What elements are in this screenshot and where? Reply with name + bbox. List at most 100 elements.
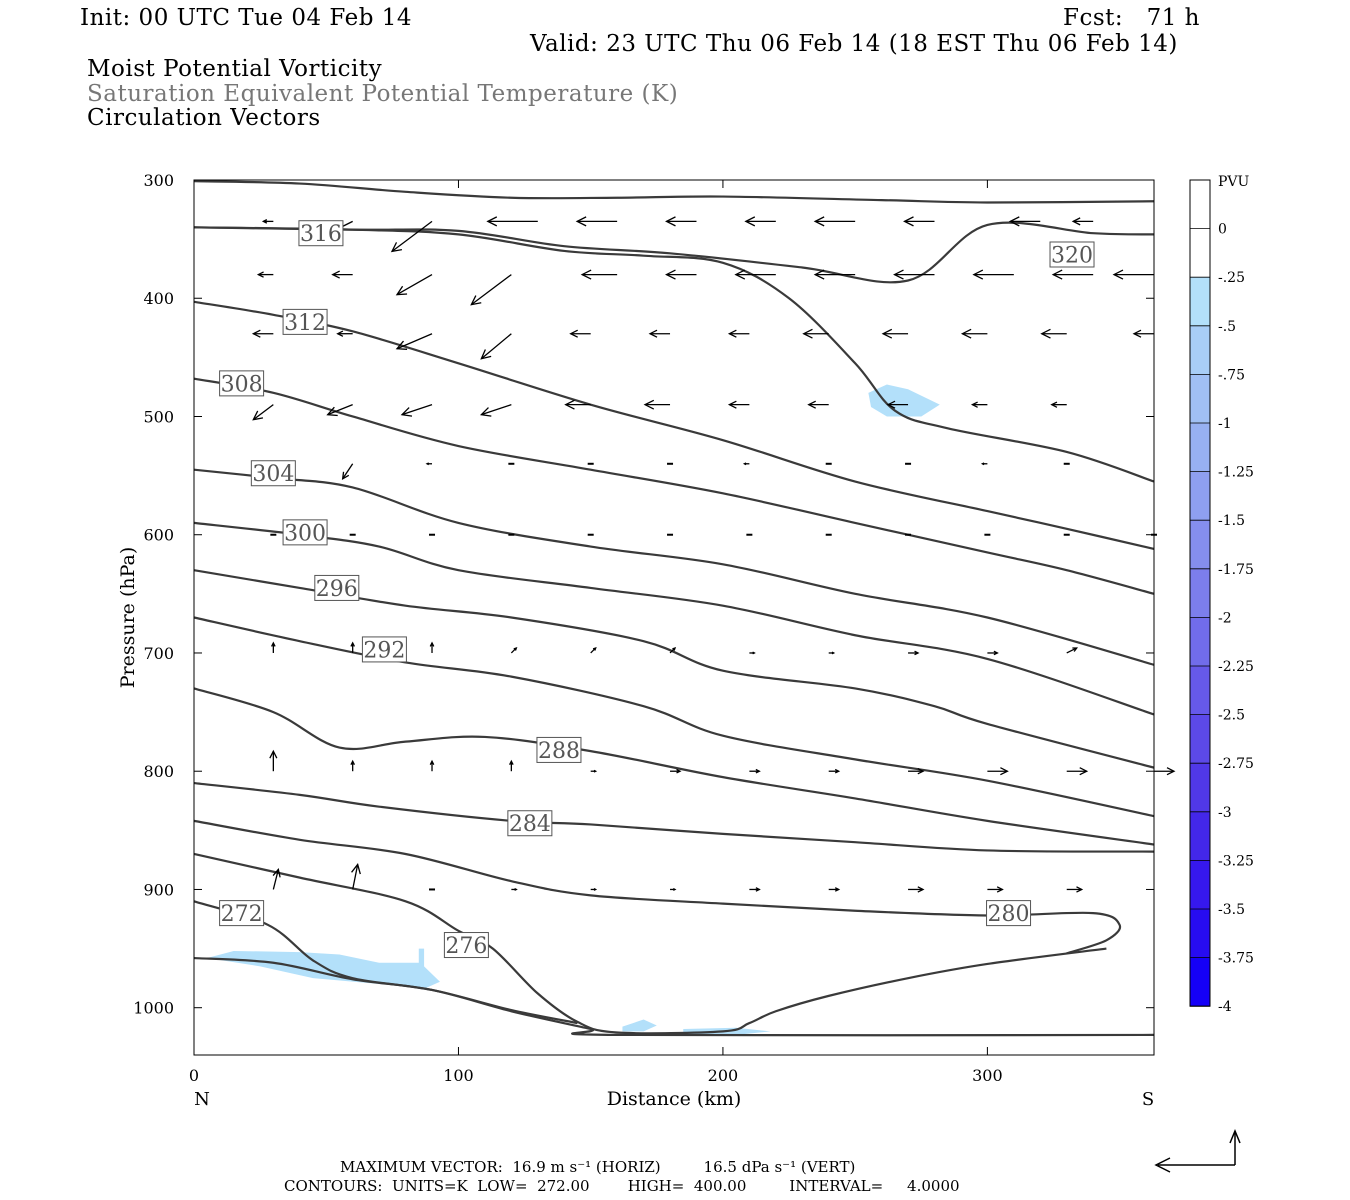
contour-312-3 (193, 300, 1155, 550)
contour-284-10 (193, 781, 1155, 853)
colorbar-segment (1190, 909, 1210, 958)
vector-arrow-head (831, 651, 836, 655)
vector-arrow-head (1079, 767, 1089, 776)
vector-arrow (396, 274, 433, 296)
vector-arrow-head (970, 401, 978, 408)
contour-316-2 (193, 226, 1155, 483)
plot-frame (193, 179, 1155, 1056)
colorbar-segment (1190, 520, 1210, 569)
vector-arrow (352, 864, 359, 890)
reference-vector-icon (1154, 1129, 1241, 1173)
vector-arrow-head (509, 759, 514, 766)
y-tick-label: 800 (143, 762, 174, 781)
footer-max-vector: MAXIMUM VECTOR: 16.9 m s⁻¹ (HORIZ) 16.5 … (340, 1158, 856, 1176)
vector-arrow-head (479, 407, 492, 417)
colorbar-segment (1190, 763, 1210, 812)
field-title-theta-es: Saturation Equivalent Potential Temperat… (87, 81, 679, 107)
contour-304-5 (193, 468, 1155, 666)
colorbar-label: -1.25 (1218, 465, 1254, 481)
vector-arrow-head (326, 406, 338, 417)
x-endpoint-north: N (194, 1089, 210, 1110)
vector-arrow-head (727, 400, 737, 409)
contour-label-box (219, 370, 265, 397)
vector-arrow-head (350, 641, 356, 647)
colorbar-label: -1 (1218, 416, 1232, 432)
contour-label-box (443, 932, 489, 959)
contour-272-14 (193, 956, 1155, 1037)
contour-label-box (250, 460, 296, 487)
vector-arrow-head (514, 888, 518, 891)
vector-arrow-head (886, 400, 896, 409)
contour-label-box (282, 308, 328, 335)
vector-arrow-head (834, 887, 841, 892)
vector-arrow-head (429, 641, 435, 647)
colorbar-label: -.5 (1218, 319, 1236, 335)
vector-arrow (272, 869, 279, 890)
contour-320-0 (193, 180, 1155, 204)
contour-300-6 (193, 521, 1155, 716)
vector-arrow-head (1166, 767, 1176, 776)
contour-label: 284 (509, 812, 551, 837)
vector-arrow-head (580, 269, 592, 280)
vector-arrow-head (1051, 269, 1063, 280)
vector-arrow-head (672, 646, 677, 651)
contour-label: 300 (284, 521, 326, 546)
contour-label-box (314, 574, 360, 601)
vector-arrow-head (252, 410, 264, 421)
vector-arrow-head (350, 759, 356, 766)
colorbar-label: -3.75 (1218, 951, 1254, 967)
vector-arrow-head (272, 868, 281, 878)
vector-arrow-head (331, 270, 340, 279)
vector-arrow (481, 404, 512, 416)
y-tick-label: 600 (143, 526, 174, 545)
vector-arrow-head (564, 399, 575, 410)
colorbar-label: -2.75 (1218, 756, 1254, 772)
vector-arrow-head (251, 329, 261, 338)
x-tick-label: 200 (708, 1066, 739, 1085)
colorbar-segment (1190, 180, 1210, 229)
vector-arrow-head (395, 340, 408, 350)
vector-arrow-head (1040, 328, 1051, 339)
vector-arrow-head (1071, 217, 1081, 226)
vector-arrow-head (1050, 401, 1058, 408)
vector-arrow-head (1076, 886, 1084, 893)
vector-arrow-head (351, 863, 361, 875)
vector-arrow-head (742, 462, 747, 466)
vector-arrow-head (755, 887, 761, 892)
forecast-hour: Fcst: 71 h (1063, 5, 1200, 31)
contour-308-4 (193, 377, 1155, 595)
colorbar-segment (1190, 423, 1210, 472)
colorbar-segment (1190, 228, 1210, 278)
x-tick-label: 0 (189, 1066, 199, 1085)
vector-arrow-head (480, 349, 492, 360)
circulation-vectors-layer (251, 216, 1176, 893)
footer-contour-info: CONTOURS: UNITS=K LOW= 272.00 HIGH= 400.… (284, 1177, 960, 1195)
colorbar-unit: PVU (1218, 174, 1250, 190)
vector-arrow-head (727, 329, 737, 338)
colorbar-segment (1190, 811, 1210, 861)
contour-label-box (1049, 241, 1095, 268)
vector-arrow-head (755, 768, 761, 774)
vector-arrow-head (752, 651, 756, 655)
vector-arrow (327, 404, 353, 416)
y-tick-label: 400 (143, 289, 174, 308)
vector-arrow-head (802, 328, 813, 339)
vector-arrow (396, 333, 433, 350)
vector-arrow-head (575, 216, 587, 227)
vector-arrow-head (813, 269, 825, 280)
theta-es-contours-layer (193, 180, 1155, 1037)
contour-label-box (219, 900, 265, 927)
vector-arrow-head (271, 641, 276, 647)
contour-label-box (361, 636, 407, 663)
vector-arrow (391, 220, 433, 252)
colorbar-label: 0 (1218, 222, 1227, 238)
vector-arrow-head (676, 768, 682, 774)
vector-arrow-head (993, 650, 999, 656)
colorbar-label: -3 (1218, 805, 1232, 821)
colorbar-segment (1190, 617, 1210, 666)
contour-label-box (986, 900, 1032, 927)
vector-arrow-head (1000, 767, 1009, 776)
field-title-mpv: Moist Potential Vorticity (87, 56, 383, 82)
x-tick-label: 300 (972, 1066, 1003, 1085)
colorbar-label: -4 (1218, 999, 1232, 1015)
